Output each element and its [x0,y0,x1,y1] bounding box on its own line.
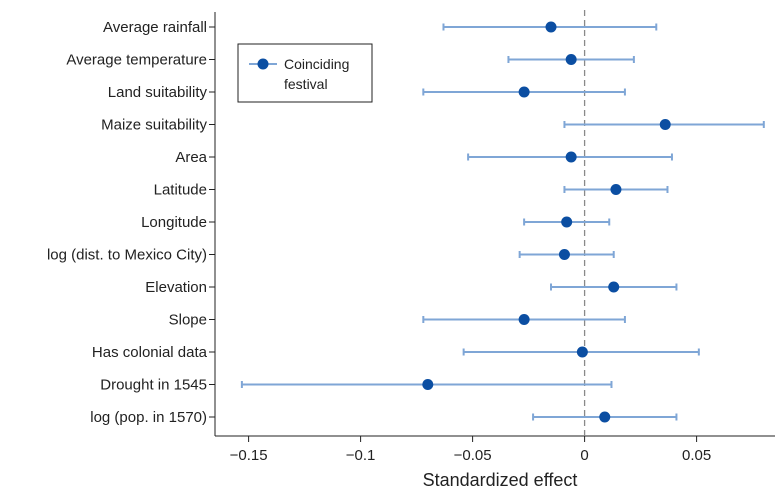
legend-label-line-2: festival [284,76,328,92]
axes [214,12,775,437]
x-axis-ticks: −0.15 −0.1 −0.05 0 0.05 [230,436,711,464]
point-estimate [422,379,434,390]
y-tick-label: Drought in 1545 [100,377,207,394]
y-tick-label: Latitude [154,182,207,199]
y-tick-label: Average rainfall [103,19,207,36]
x-tick-label: 0.05 [682,447,711,464]
y-axis-labels: Average rainfall Average temperature Land … [47,19,215,426]
y-tick-label: Land suitability [108,84,208,101]
point-estimate [565,151,577,163]
y-tick-label: Slope [169,312,207,329]
point-estimate [561,216,573,228]
y-tick-label: Area [175,149,207,166]
point-estimate [599,411,611,423]
legend: Coinciding festival [237,43,373,103]
x-axis-title: Standardized effect [423,470,578,490]
y-tick-label: Elevation [145,279,207,296]
y-tick-label: Average temperature [66,52,207,69]
x-tick-label: −0.1 [346,447,376,464]
point-estimate [545,21,557,33]
point-estimate [610,184,622,195]
y-tick-label: Longitude [141,214,207,231]
x-tick-label: −0.05 [454,447,492,464]
point-estimate [558,249,570,260]
point-estimate [608,281,620,293]
x-tick-label: −0.15 [230,447,268,464]
y-tick-label: Maize suitability [101,117,207,134]
legend-box [237,43,373,103]
x-tick-label: 0 [580,447,588,464]
point-estimate [659,119,671,130]
point-estimate [518,314,530,325]
y-tick-label: log (dist. to Mexico City) [47,247,207,264]
legend-swatch-marker [257,58,269,70]
y-tick-label: log (pop. in 1570) [90,409,207,426]
data-marks [240,21,765,423]
point-estimate [565,54,577,65]
point-estimate [518,86,530,98]
point-estimate [576,346,588,358]
y-tick-label: Has colonial data [92,344,208,361]
legend-label-line-1: Coinciding [284,56,349,72]
